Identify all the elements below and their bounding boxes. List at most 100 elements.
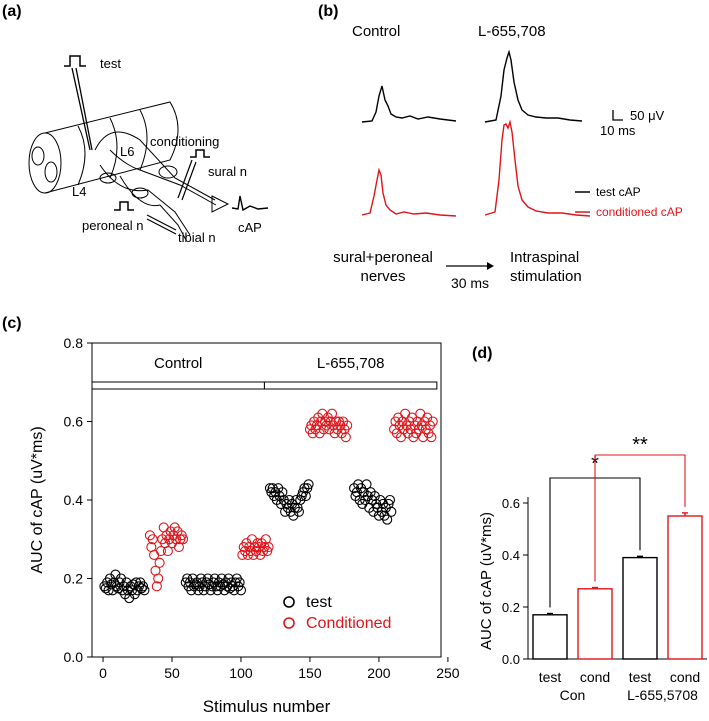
category-label: test	[539, 669, 562, 685]
category-label: test	[629, 669, 652, 685]
label-sural-nerve: sural n	[208, 164, 247, 179]
label-peroneal-nerve: peroneal n	[82, 218, 143, 233]
panel-label-b: (b)	[318, 3, 338, 20]
group-label: Con	[560, 687, 586, 703]
data-point	[153, 573, 164, 584]
data-point	[151, 581, 162, 592]
panel-label-c: (c)	[2, 315, 22, 332]
delay-label: 30 ms	[451, 275, 489, 291]
legend-label: Conditioned	[306, 615, 391, 632]
legend-test-cap: test cAP	[596, 185, 641, 199]
data-point	[147, 534, 158, 545]
data-point	[234, 577, 245, 588]
data-point	[384, 494, 396, 506]
y-tick-label: 0.4	[502, 548, 520, 563]
stim-left-line1: sural+peroneal	[333, 249, 433, 266]
data-point	[235, 585, 247, 596]
data-point	[386, 506, 397, 517]
data-point	[300, 491, 311, 502]
x-tick-label: 0	[99, 665, 107, 681]
data-point	[173, 542, 184, 553]
condition-bar	[91, 381, 265, 390]
x-tick-label: 150	[298, 665, 322, 681]
data-point	[340, 432, 351, 443]
x-tick-label: 200	[367, 665, 391, 681]
data-point	[293, 506, 304, 517]
y-axis-label: AUC of cAP (uV*ms)	[478, 512, 495, 650]
stim-right-line2: stimulation	[510, 268, 582, 285]
data-point	[277, 487, 288, 498]
stim-right-line1: Intraspinal	[510, 249, 579, 266]
stim-left-line2: nerves	[360, 268, 405, 285]
data-point	[361, 479, 372, 490]
condition-label: L-655,708	[317, 355, 385, 372]
y-tick-label: 0.4	[64, 492, 84, 508]
significance-label: **	[632, 434, 648, 456]
legend-marker	[283, 596, 295, 608]
data-point	[139, 585, 150, 596]
scale-time: 10 ms	[600, 123, 636, 138]
y-axis-label: AUC of cAP (uV*ms)	[29, 426, 46, 573]
panel-label-d: (d)	[472, 345, 492, 362]
bar	[577, 588, 613, 660]
y-tick-label: 0.8	[64, 335, 84, 351]
group-label: L-655,5708	[627, 687, 698, 703]
data-point	[155, 545, 167, 557]
trace-drug-label: L-655,708	[478, 23, 546, 40]
trace-drug-conditioned	[484, 119, 591, 217]
panel-label-a: (a)	[2, 3, 22, 20]
scale-amplitude: 50 μV	[630, 108, 665, 123]
data-point	[263, 542, 274, 553]
trace-control-label: Control	[352, 23, 400, 40]
y-tick-label: 0.0	[64, 649, 84, 665]
y-tick-label: 0.2	[502, 600, 520, 615]
category-label: cond	[670, 669, 700, 685]
data-point	[426, 432, 437, 443]
data-point	[162, 545, 173, 557]
significance-bracket	[594, 454, 686, 582]
data-point	[149, 549, 160, 561]
x-tick-label: 50	[164, 665, 180, 681]
condition-label: Control	[154, 355, 202, 372]
bar-chart: 0.0 0.2 0.4 0.6 AUC of cAP (uV*ms) test cond te…	[478, 434, 707, 703]
legend-label: test	[306, 594, 332, 611]
data-point	[103, 585, 114, 596]
data-point	[154, 557, 165, 568]
label-conditioning: conditioning	[150, 134, 219, 149]
data-point	[303, 479, 314, 490]
y-tick-label: 0.2	[64, 571, 84, 587]
y-tick-label: 0.6	[502, 496, 520, 511]
trace-control-test	[361, 85, 457, 123]
category-label: cond	[580, 669, 610, 685]
x-tick-label: 250	[436, 665, 460, 681]
spinal-cord-schematic	[28, 55, 269, 241]
bar	[622, 556, 658, 660]
data-point	[177, 534, 189, 545]
label-L4: L4	[72, 184, 86, 199]
scatter-chart: 0.0 0.2 0.4 0.6 0.8 0 50 100 150 200 250 Stimulus n…	[29, 335, 460, 716]
legend-conditioned-cap: conditioned cAP	[596, 205, 683, 219]
label-test: test	[100, 56, 121, 71]
condition-bar	[263, 381, 438, 390]
data-point	[326, 408, 338, 419]
scale-bar	[612, 110, 623, 121]
y-tick-label: 0.0	[502, 652, 520, 667]
y-tick-label: 0.6	[64, 414, 84, 430]
legend-marker	[283, 617, 295, 629]
bar	[667, 515, 703, 660]
trace-control-conditioned	[361, 167, 457, 217]
bar	[532, 614, 568, 660]
label-cap: cAP	[238, 220, 262, 235]
x-tick-label: 100	[229, 665, 253, 681]
data-point	[382, 514, 393, 525]
data-point	[342, 420, 353, 431]
data-point	[136, 583, 147, 594]
label-tibial-nerve: tibial n	[178, 230, 216, 245]
delay-arrow	[446, 262, 494, 270]
scatter-frame	[91, 342, 442, 658]
label-L6: L6	[120, 144, 134, 159]
x-axis-label: Stimulus number	[203, 697, 331, 716]
trace-drug-test	[484, 49, 583, 123]
data-point	[427, 416, 438, 427]
